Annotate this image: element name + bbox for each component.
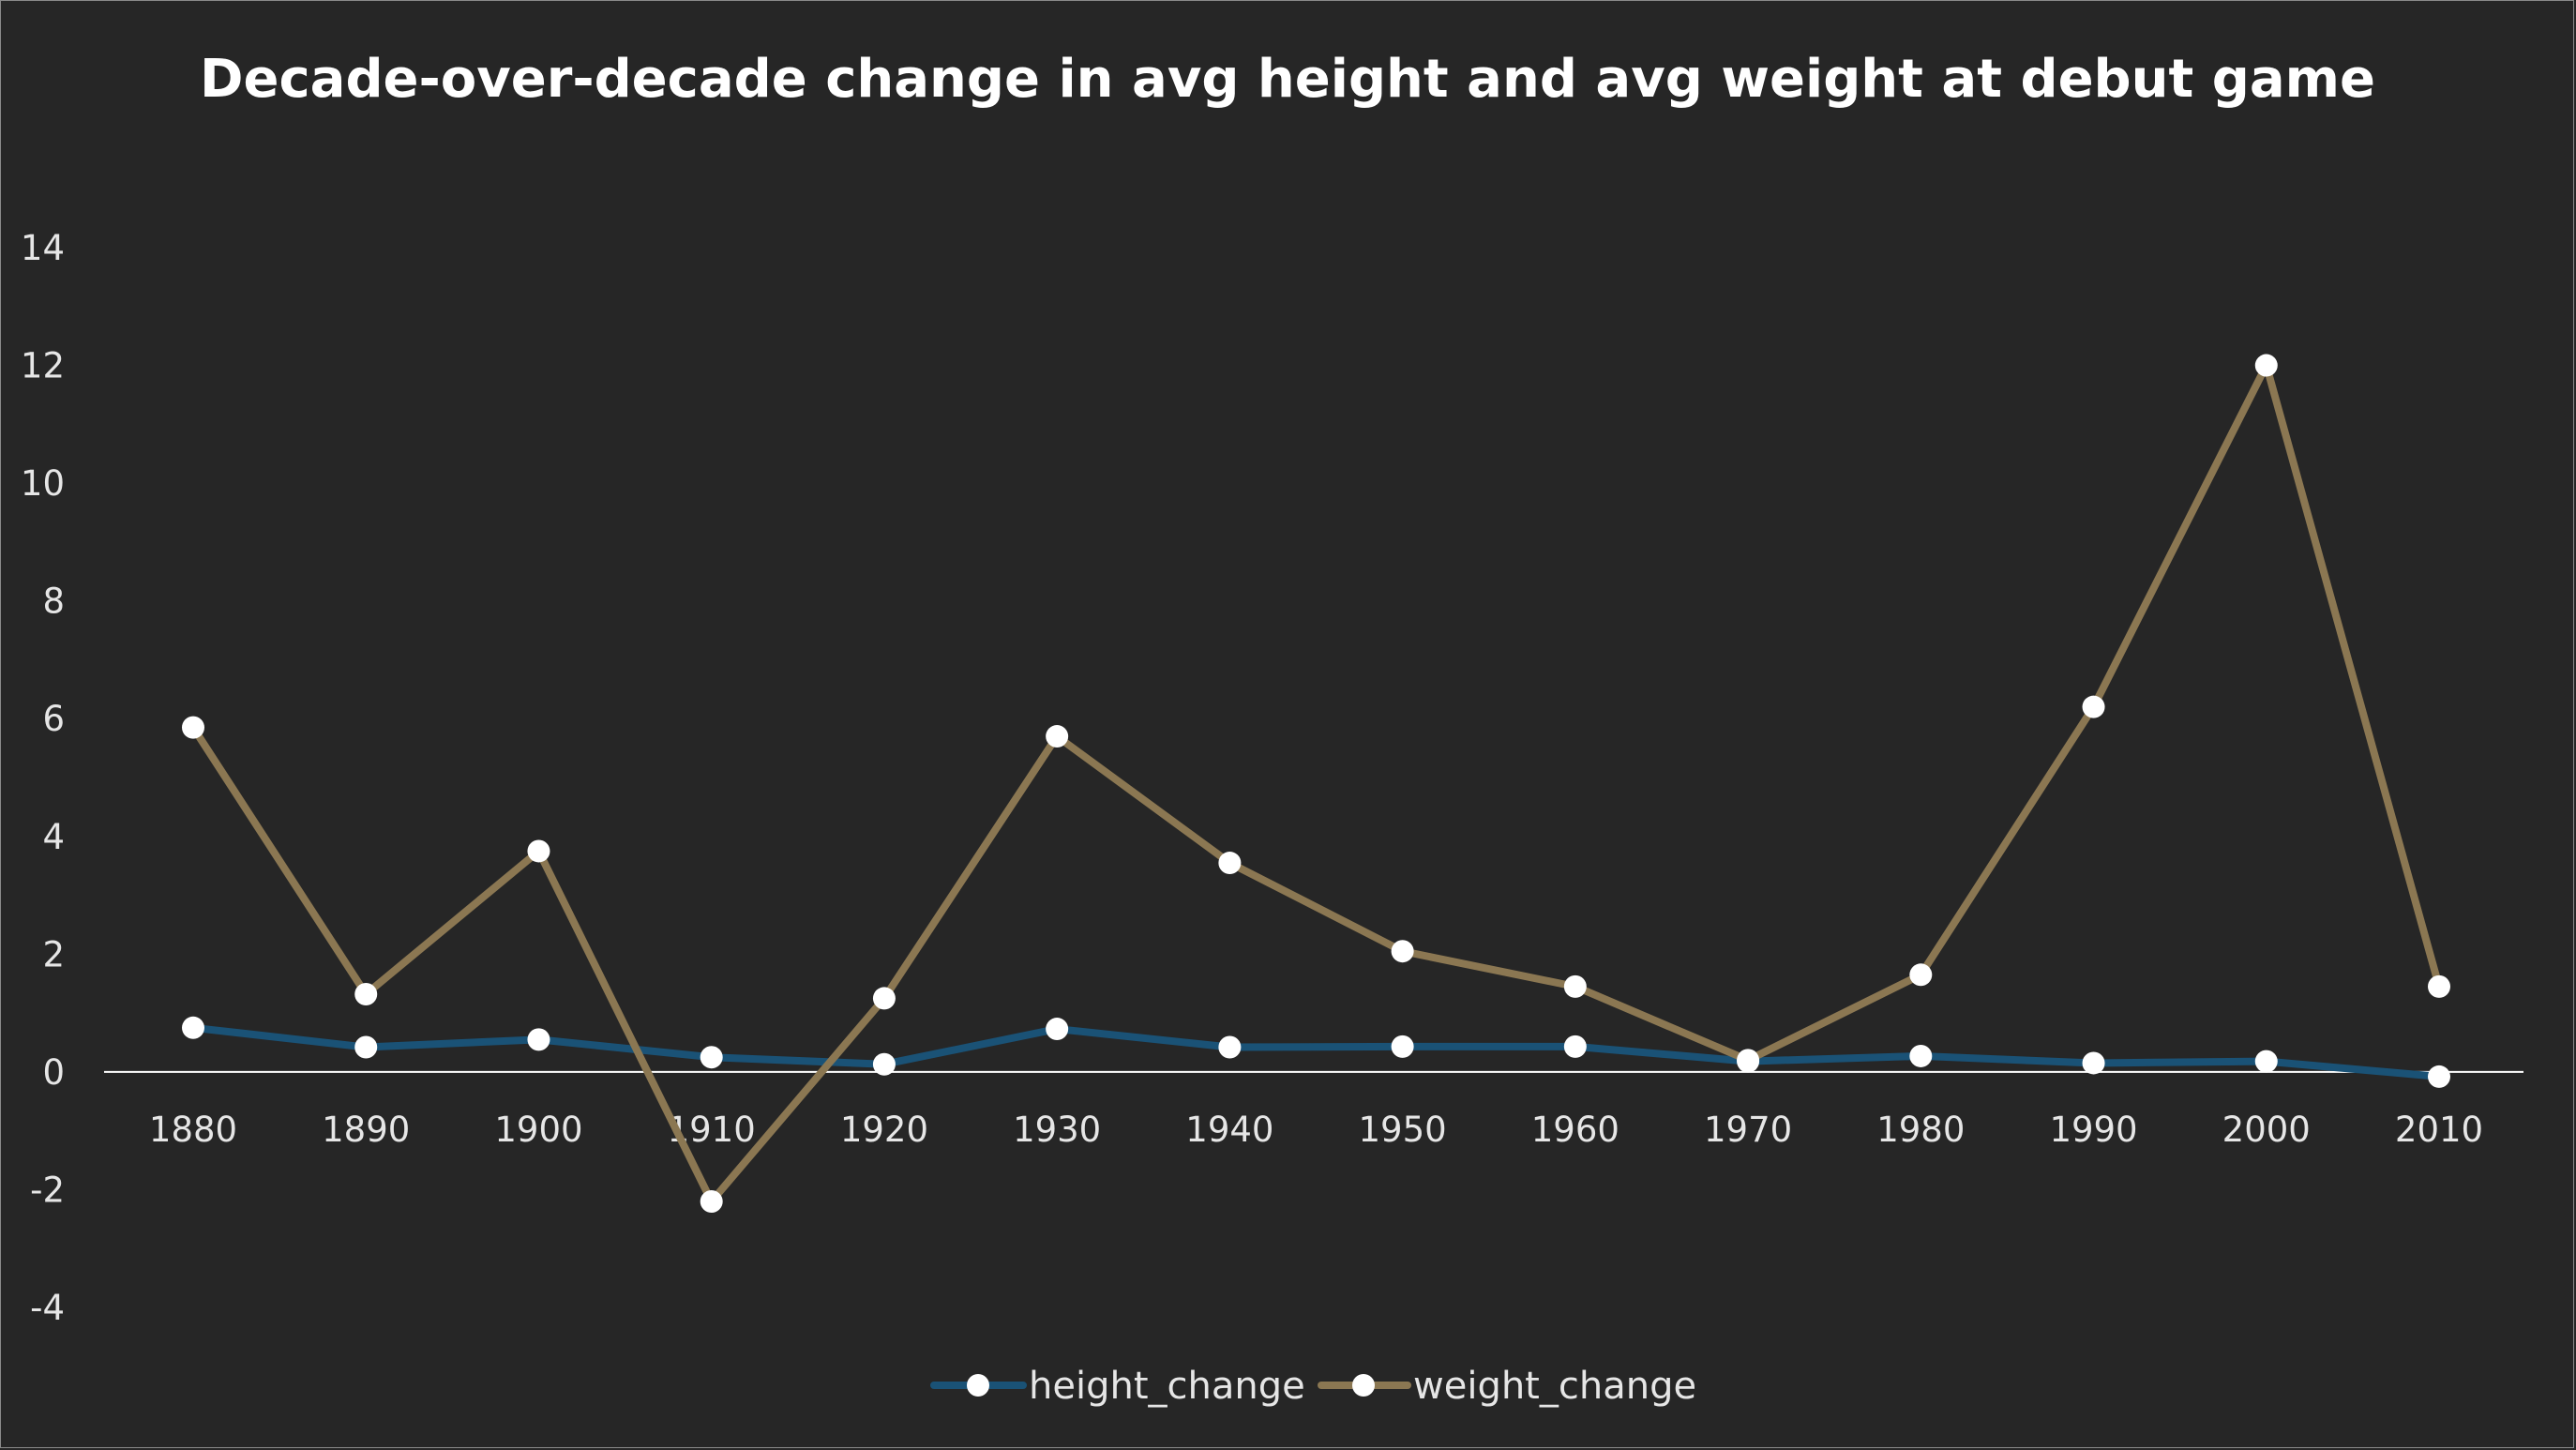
- y-tick-label: 4: [42, 817, 65, 857]
- legend-swatch-marker: [1352, 1374, 1375, 1397]
- y-tick-label: 14: [21, 228, 65, 268]
- x-tick-label: 1940: [1185, 1110, 1273, 1150]
- data-point-weight_change: [700, 1190, 723, 1213]
- data-point-height_change: [182, 1016, 204, 1039]
- y-tick-label: 2: [42, 934, 65, 974]
- data-point-weight_change: [1909, 963, 1933, 987]
- data-point-height_change: [1563, 1035, 1587, 1058]
- y-tick-label: 6: [42, 699, 65, 739]
- chart-title: Decade-over-decade change in avg height …: [200, 49, 2375, 110]
- x-tick-label: 1980: [1876, 1110, 1965, 1150]
- legend-swatch-marker: [967, 1374, 989, 1397]
- x-tick-label: 1920: [840, 1110, 928, 1150]
- data-point-weight_change: [2254, 354, 2278, 377]
- x-tick-label: 1950: [1359, 1110, 1447, 1150]
- data-point-height_change: [2254, 1050, 2278, 1073]
- x-tick-label: 1900: [494, 1110, 582, 1150]
- x-tick-label: 1960: [1531, 1110, 1619, 1150]
- data-point-height_change: [2428, 1065, 2450, 1088]
- x-tick-label: 2000: [2222, 1110, 2311, 1150]
- data-point-weight_change: [1046, 725, 1069, 748]
- data-point-weight_change: [872, 987, 896, 1010]
- x-tick-label: 1880: [149, 1110, 237, 1150]
- legend-label: height_change: [1029, 1365, 1305, 1408]
- x-tick-label: 1970: [1704, 1110, 1792, 1150]
- x-tick-label: 1990: [2049, 1110, 2137, 1150]
- data-point-height_change: [700, 1046, 723, 1069]
- legend-label: weight_change: [1413, 1365, 1696, 1408]
- data-point-weight_change: [1737, 1049, 1760, 1072]
- data-point-weight_change: [182, 716, 204, 739]
- y-tick-label: 12: [21, 346, 65, 386]
- y-tick-label: 0: [42, 1052, 65, 1093]
- legend-item-weight_change: weight_change: [1318, 1365, 1696, 1408]
- x-tick-label: 1890: [322, 1110, 410, 1150]
- data-point-weight_change: [2428, 974, 2450, 998]
- series-line-height_change: [189, 1023, 2443, 1080]
- data-point-weight_change: [1563, 974, 1587, 998]
- x-axis-ticks: 1880 1890 1900 1910 1920 1930 1940 1950 1960 1970…: [149, 1110, 2483, 1150]
- legend: height_change weight_change: [930, 1365, 1696, 1408]
- data-point-height_change: [1391, 1035, 1414, 1058]
- data-point-height_change: [872, 1052, 896, 1076]
- data-point-weight_change: [354, 983, 378, 1006]
- data-point-weight_change: [2082, 695, 2105, 718]
- series-points: [182, 354, 2450, 1213]
- x-tick-label: 1930: [1013, 1110, 1101, 1150]
- data-point-height_change: [527, 1028, 550, 1051]
- data-point-weight_change: [1218, 852, 1242, 875]
- y-axis-ticks: 14 12 10 8 6 4 2 0 -2 -4: [21, 228, 65, 1328]
- series-lines: [189, 361, 2443, 1205]
- y-tick-label: -2: [30, 1170, 65, 1210]
- y-tick-label: 10: [21, 463, 65, 504]
- y-tick-label: 8: [42, 582, 65, 622]
- data-point-height_change: [354, 1035, 378, 1059]
- x-tick-label: 2010: [2395, 1110, 2483, 1150]
- y-tick-label: -4: [30, 1288, 65, 1328]
- data-point-height_change: [1909, 1044, 1933, 1067]
- data-point-height_change: [1046, 1018, 1069, 1041]
- series-line-weight_change: [189, 361, 2443, 1205]
- data-point-height_change: [1218, 1035, 1242, 1059]
- data-point-weight_change: [527, 839, 550, 863]
- legend-item-height_change: height_change: [930, 1365, 1305, 1408]
- data-point-height_change: [2082, 1051, 2105, 1075]
- data-point-weight_change: [1391, 940, 1414, 963]
